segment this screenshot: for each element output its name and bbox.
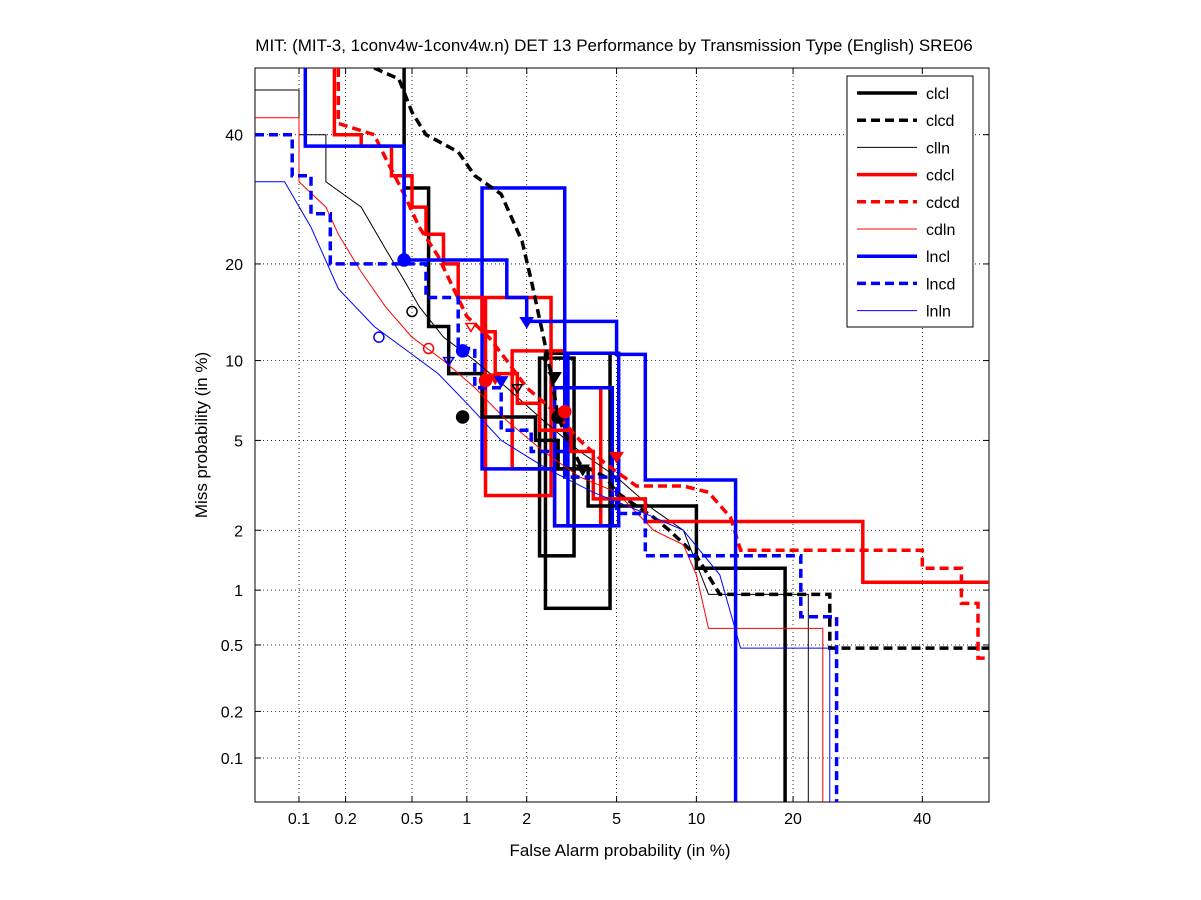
legend-label-cdcl: cdcl bbox=[926, 168, 954, 185]
y-tick-label: 0.5 bbox=[221, 638, 243, 655]
actual-dcf-marker-clln bbox=[406, 305, 418, 318]
min-dcf-marker-cdln bbox=[464, 322, 478, 333]
min-dcf-marker-lncd bbox=[493, 376, 509, 388]
x-axis-label: False Alarm probability (in %) bbox=[509, 841, 730, 860]
chart-title: MIT: (MIT-3, 1conv4w-1conv4w.n) DET 13 P… bbox=[255, 36, 972, 55]
y-axis-label: Miss probability (in %) bbox=[192, 352, 211, 518]
operating-point-markers bbox=[373, 253, 624, 477]
det-curve-cdcl bbox=[332, 68, 989, 584]
x-tick-label: 2 bbox=[522, 811, 531, 828]
det-curve-lnln bbox=[255, 181, 831, 802]
actual-dcf-marker-cdln bbox=[422, 342, 435, 355]
legend-label-lncd: lncd bbox=[926, 276, 955, 293]
legend-label-cdln: cdln bbox=[926, 222, 955, 239]
det-curve-cdln bbox=[255, 117, 824, 802]
min-dcf-marker-clcl bbox=[575, 464, 591, 477]
legend-label-lncl: lncl bbox=[926, 249, 950, 266]
min-dcf-marker-cdcl bbox=[609, 451, 624, 464]
min-dcf-marker-lncl bbox=[519, 317, 535, 329]
x-tick-label: 0.1 bbox=[288, 811, 310, 828]
y-tick-label: 1 bbox=[234, 583, 243, 600]
y-axis-ticks: 0.1 0.2 0.5 1 2 5 10 20 40 bbox=[221, 128, 989, 768]
det-curves bbox=[255, 68, 989, 802]
legend-label-lnln: lnln bbox=[926, 304, 951, 321]
actual-dcf-marker-cdcd bbox=[557, 404, 572, 419]
x-tick-label: 0.2 bbox=[334, 811, 356, 828]
det-curve-clcd bbox=[373, 68, 989, 650]
actual-dcf-marker-cdcl bbox=[478, 373, 493, 388]
det-curve-clcl bbox=[402, 68, 787, 802]
min-dcf-marker-clln bbox=[510, 383, 524, 395]
confidence-box-clcl bbox=[537, 356, 576, 558]
confidence-boxes bbox=[480, 186, 621, 611]
legend-label-cdcd: cdcd bbox=[926, 195, 960, 212]
actual-dcf-marker-lncl bbox=[397, 253, 411, 267]
y-tick-label: 5 bbox=[234, 433, 243, 450]
legend-label-clcl: clcl bbox=[926, 86, 949, 103]
y-tick-label: 0.2 bbox=[221, 704, 243, 721]
det-curve-lncl bbox=[303, 68, 738, 802]
legend-label-clln: clln bbox=[926, 140, 950, 157]
legend-box bbox=[846, 75, 974, 328]
y-tick-label: 0.1 bbox=[221, 751, 243, 768]
y-tick-label: 10 bbox=[225, 354, 243, 371]
y-tick-label: 2 bbox=[234, 523, 243, 540]
legend-label-clcd: clcd bbox=[926, 113, 954, 130]
x-tick-label: 0.5 bbox=[401, 811, 423, 828]
actual-dcf-marker-clcl bbox=[455, 410, 470, 424]
actual-dcf-marker-lncd bbox=[455, 344, 470, 358]
y-tick-label: 20 bbox=[225, 257, 243, 274]
x-tick-label: 40 bbox=[913, 811, 931, 828]
det-curve-cdcd bbox=[336, 68, 989, 660]
min-dcf-marker-lnln bbox=[442, 356, 456, 368]
actual-dcf-marker-lnln bbox=[373, 331, 385, 343]
y-tick-label: 40 bbox=[225, 128, 243, 145]
x-tick-label: 20 bbox=[784, 811, 802, 828]
x-tick-label: 5 bbox=[612, 811, 621, 828]
x-tick-label: 10 bbox=[688, 811, 706, 828]
min-dcf-marker-clcd bbox=[547, 371, 562, 384]
x-tick-label: 1 bbox=[462, 811, 471, 828]
det-curve-lncd bbox=[255, 132, 839, 802]
x-axis-ticks: 0.1 0.2 0.5 1 2 5 10 20 40 bbox=[288, 68, 931, 828]
legend: clcl clcd clln cdcl cdcd cdln lncl lncd lnln bbox=[846, 75, 974, 328]
